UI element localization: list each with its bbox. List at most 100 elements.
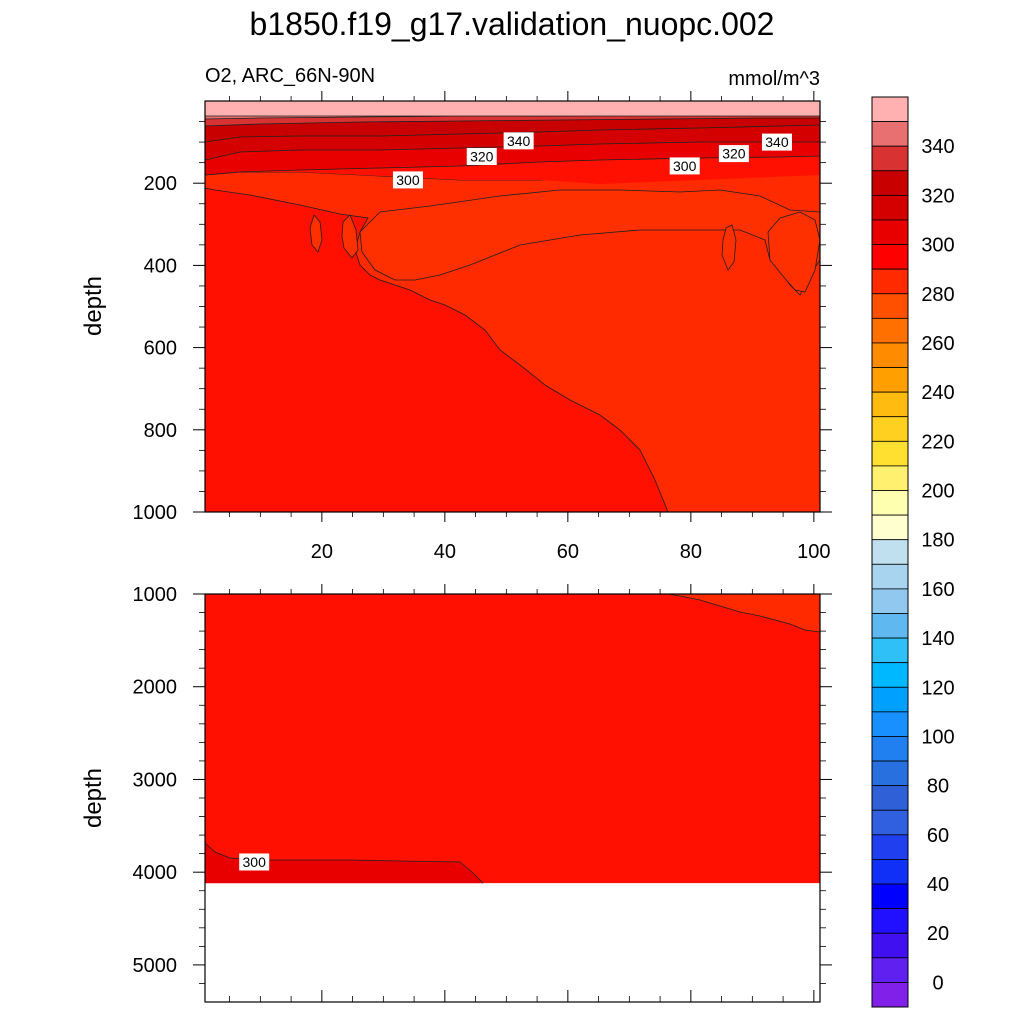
contour-label: 300 (673, 158, 697, 174)
colorbar-swatch (871, 219, 909, 245)
colorbar-swatch (871, 908, 909, 934)
colorbar-swatch (871, 883, 909, 910)
variable-region-label: O2, ARC_66N-90N (205, 65, 375, 87)
contour-label: 340 (765, 134, 789, 150)
contour-label: 320 (722, 146, 746, 162)
colorbar-label: 20 (927, 923, 949, 945)
y-tick-label: 5000 (133, 955, 178, 977)
colorbar-swatch (871, 563, 909, 590)
colorbar-swatch (871, 982, 909, 1008)
colorbar-swatch (871, 514, 909, 541)
colorbar-swatch (871, 96, 909, 122)
colorbar-label: 120 (921, 677, 954, 699)
y-axis-label: depth (80, 768, 107, 828)
colorbar-swatch (871, 809, 909, 836)
colorbar-swatch (871, 317, 909, 344)
contour-fill-290-300-upper (205, 170, 820, 184)
contour-fill-280-290-blob (341, 214, 359, 259)
contour-label: 300 (396, 172, 420, 188)
colorbar-swatch (871, 490, 909, 516)
colorbar-swatch (871, 711, 909, 737)
contour-label-box (466, 147, 497, 165)
colorbar-label: 140 (921, 628, 954, 650)
colorbar-swatch (871, 416, 909, 442)
y-tick-label: 1000 (133, 584, 178, 606)
y-tick-label: 400 (144, 255, 177, 277)
colorbar-swatch (871, 268, 909, 295)
upper-contour-panel: 200 400 600 800 1000 20 40 60 80 100 depth 340 340 32… (80, 91, 832, 563)
x-tick-label: 40 (434, 541, 456, 563)
colorbar-swatch (871, 613, 909, 639)
contour-fill-280-290-blob (721, 224, 737, 271)
contour-fill-gt350 (204, 100, 821, 117)
contour-label-box (503, 132, 534, 150)
colorbar-swatch (871, 293, 909, 319)
colorbar-label: 340 (921, 136, 954, 158)
colorbar-swatch (871, 342, 909, 368)
colorbar-swatch (871, 440, 909, 467)
x-tick-label: 60 (557, 541, 579, 563)
colorbar-label: 240 (921, 382, 954, 404)
colorbar-label: 160 (921, 579, 954, 601)
colorbar-label: 300 (921, 235, 954, 257)
y-tick-label: 200 (144, 173, 177, 195)
colorbar-swatch (871, 834, 909, 860)
chart-title: b1850.f19_g17.validation_nuopc.002 (250, 6, 775, 42)
colorbar-swatch (871, 736, 909, 762)
x-tick-label: 20 (311, 541, 333, 563)
colorbar-swatch (871, 686, 909, 713)
y-tick-label: 1000 (133, 502, 178, 524)
colorbar-swatch (871, 662, 909, 688)
x-tick-label: 100 (797, 541, 830, 563)
colorbar-swatch (871, 785, 909, 811)
contour-fill-290-300 (205, 594, 820, 884)
colorbar-swatch (871, 465, 909, 491)
colorbar-label: 280 (921, 284, 954, 306)
colorbar-swatch (871, 760, 909, 787)
colorbar-swatch (871, 194, 909, 221)
colorbar-swatch (871, 588, 909, 614)
contour-label-box (669, 157, 700, 175)
y-tick-label: 3000 (133, 769, 178, 791)
colorbar-swatch (871, 145, 909, 172)
contour-label: 340 (507, 133, 531, 149)
colorbar-swatch (871, 859, 909, 885)
colorbar-label: 180 (921, 530, 954, 552)
colorbar-label: 320 (921, 185, 954, 207)
contour-fill-280-290-blob (767, 211, 821, 293)
colorbar-swatch (871, 121, 909, 147)
y-tick-label: 800 (144, 420, 177, 442)
contour-label: 320 (470, 148, 494, 164)
colorbar-label: 200 (921, 481, 954, 503)
contour-label: 300 (243, 854, 267, 870)
x-tick-label: 80 (680, 541, 702, 563)
colorbar-label: 220 (921, 431, 954, 453)
colorbar-label: 60 (927, 825, 949, 847)
units-label: mmol/m^3 (728, 68, 820, 90)
contour-label-box (761, 133, 792, 151)
colorbar-swatch (871, 367, 909, 393)
colorbar-label: 0 (932, 972, 943, 994)
colorbar-swatch (871, 244, 909, 270)
y-tick-label: 2000 (133, 677, 178, 699)
colorbar-label: 260 (921, 333, 954, 355)
colorbar: 3403203002802602402202001801601401201008… (871, 96, 955, 1008)
colorbar-swatch (871, 539, 909, 565)
colorbar-swatch (871, 391, 909, 418)
colorbar-swatch (871, 637, 909, 664)
contour-fill-280-290-blob (309, 214, 323, 253)
contour-label-box (392, 171, 423, 189)
lower-contour-panel: 1000 2000 3000 4000 5000 depth 300 (80, 584, 832, 1003)
contour-label-box (718, 145, 749, 163)
colorbar-swatch (871, 957, 909, 983)
y-tick-label: 600 (144, 338, 177, 360)
y-tick-label: 4000 (133, 862, 178, 884)
contour-label-box (239, 853, 270, 871)
no-data-region (205, 883, 820, 1002)
colorbar-label: 80 (927, 776, 949, 798)
colorbar-label: 40 (927, 874, 949, 896)
y-axis-label: depth (80, 276, 107, 336)
colorbar-frame (871, 96, 909, 1008)
colorbar-label: 100 (921, 726, 954, 748)
